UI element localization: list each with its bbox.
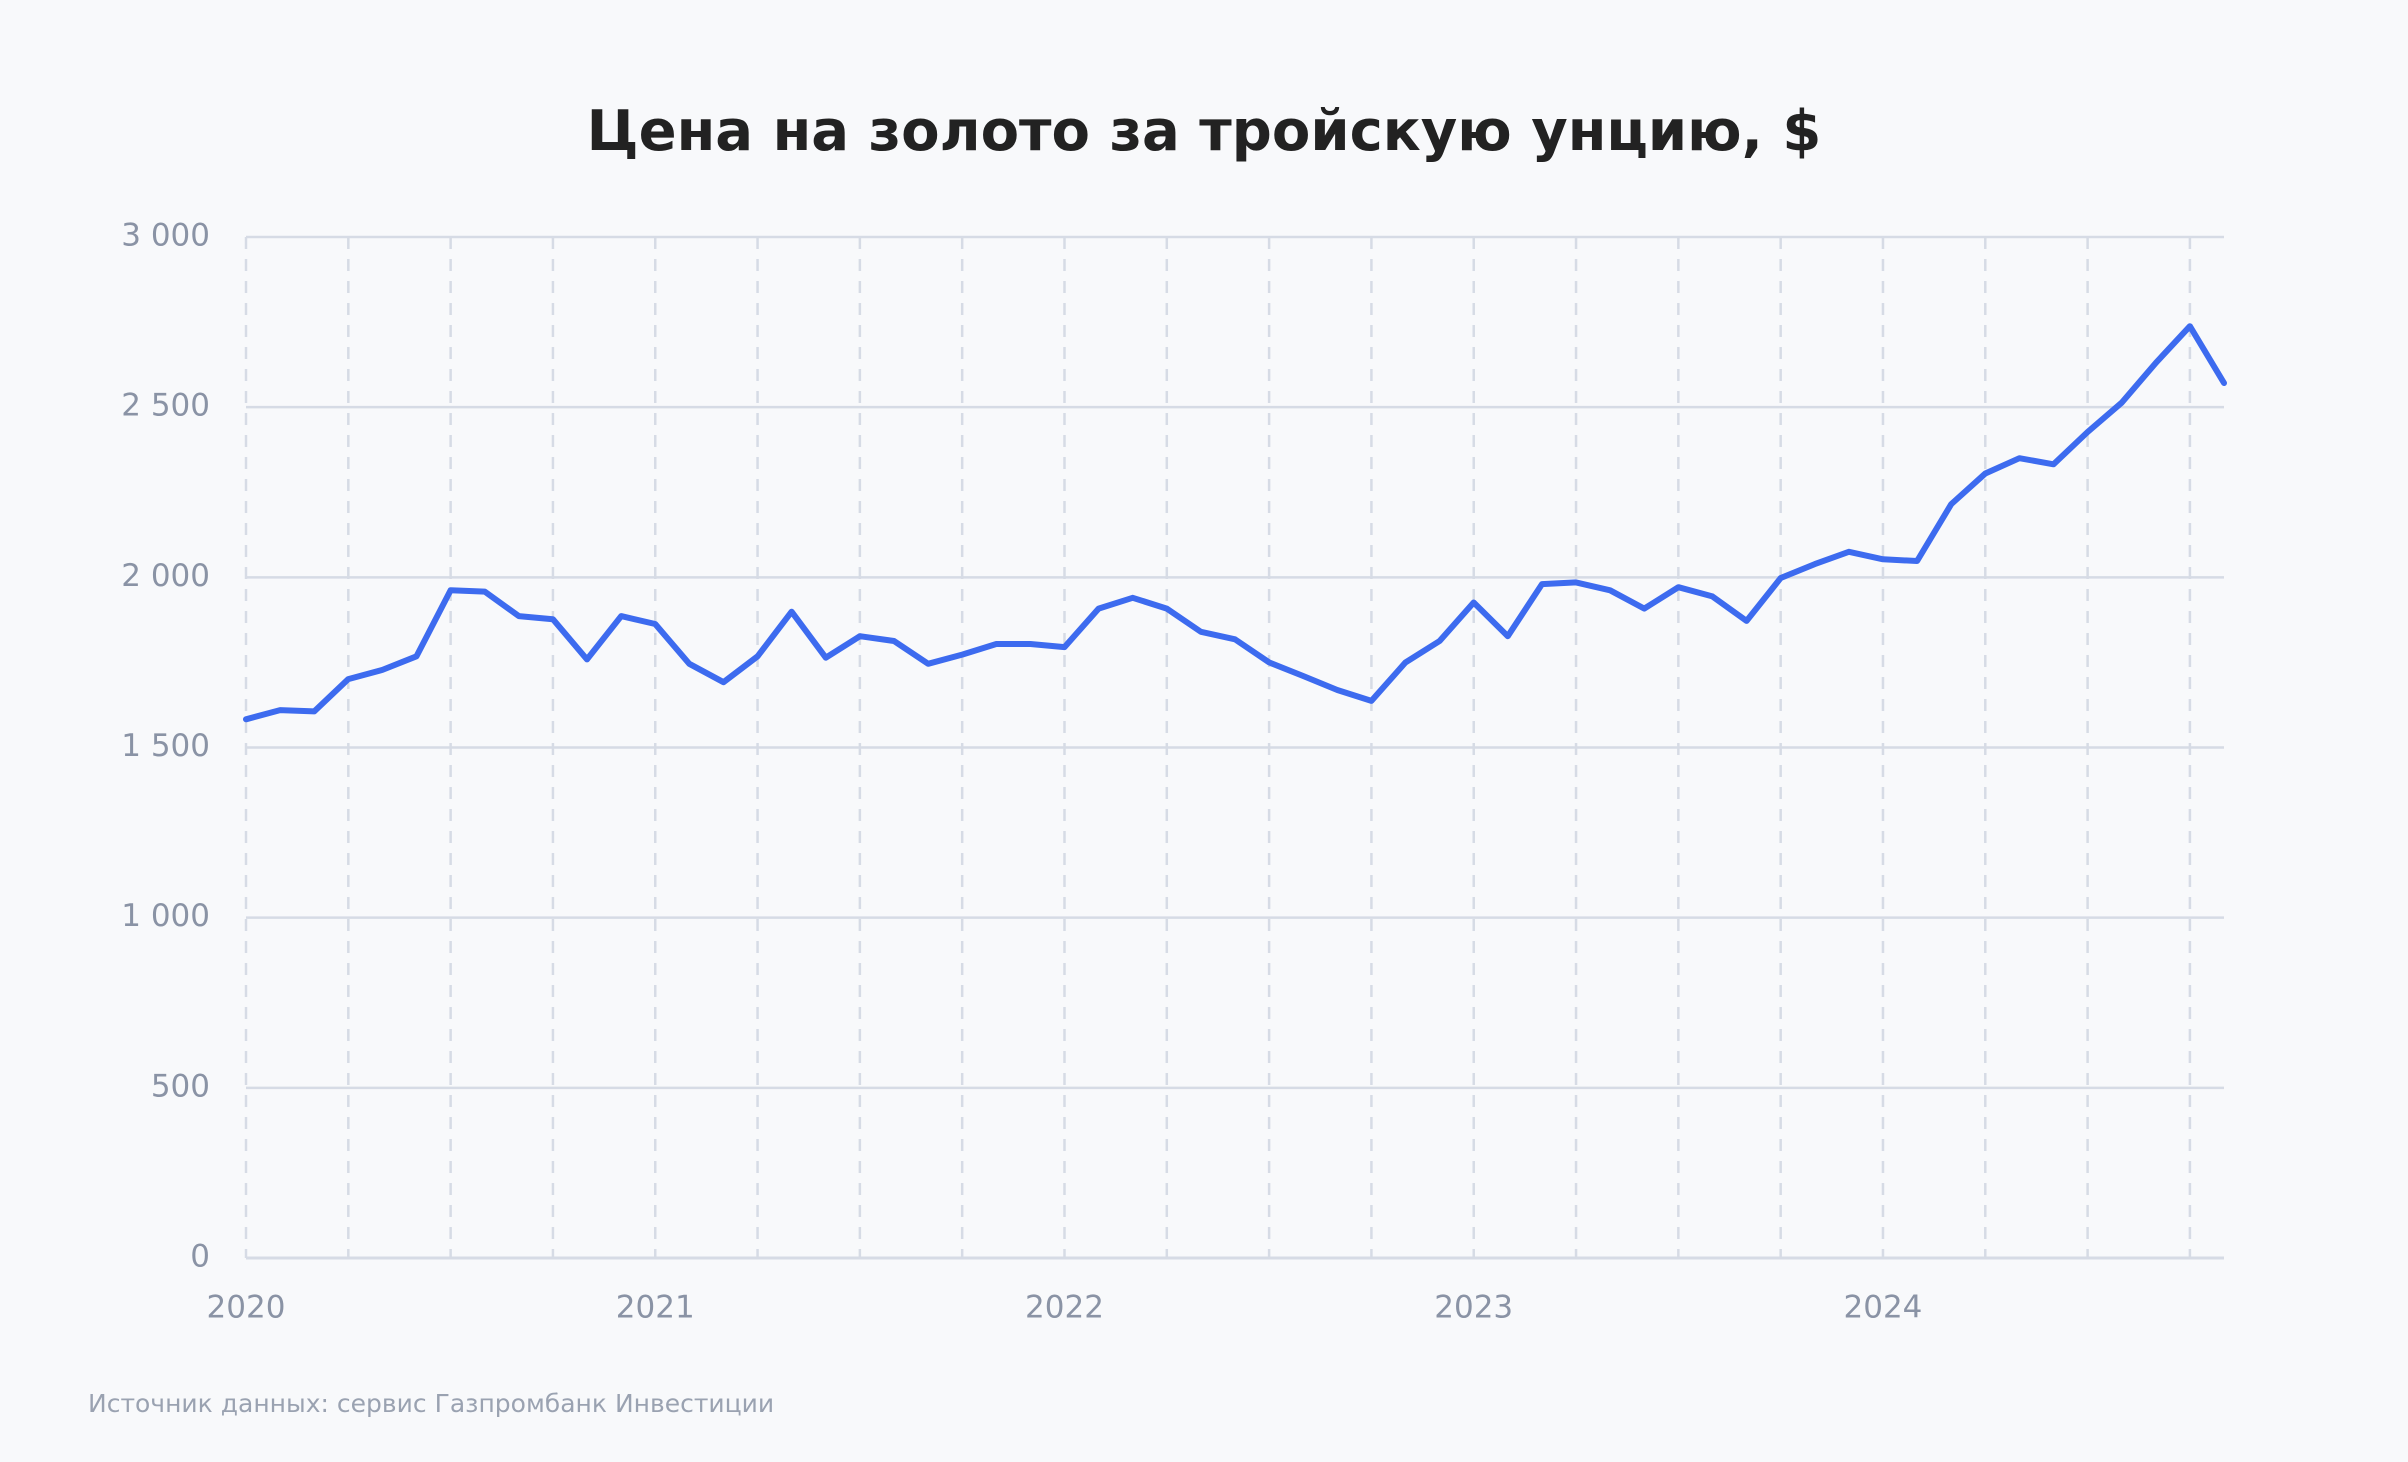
- source-note: Источник данных: сервис Газпромбанк Инве…: [88, 1389, 774, 1418]
- y-tick-label: 0: [190, 1239, 210, 1275]
- chart-title: Цена на золото за тройскую унцию, $: [587, 99, 1822, 164]
- y-tick-label: 3 000: [121, 218, 210, 254]
- x-tick-label: 2020: [207, 1290, 286, 1326]
- y-tick-label: 2 500: [121, 388, 210, 424]
- y-tick-label: 1 500: [121, 728, 210, 764]
- x-tick-label: 2024: [1844, 1290, 1923, 1326]
- line-series: [243, 323, 2227, 723]
- x-tick-label: 2022: [1025, 1290, 1104, 1326]
- x-tick-label: 2023: [1434, 1290, 1513, 1326]
- y-tick-label: 500: [151, 1068, 210, 1104]
- x-tick-label: 2021: [616, 1290, 695, 1326]
- y-tick-label: 1 000: [121, 898, 210, 934]
- y-tick-label: 2 000: [121, 558, 210, 594]
